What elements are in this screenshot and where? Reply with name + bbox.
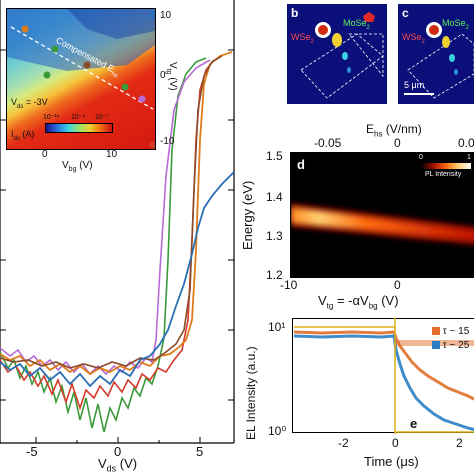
panel-e-x-tick-1: -2 xyxy=(338,436,349,450)
panel-e-y-tick-1: 10¹ xyxy=(268,320,286,334)
panel-e-letter: e xyxy=(410,416,418,431)
left-iv-plot xyxy=(0,0,235,444)
panel-c: c WSe2 MoSe2 5 μm xyxy=(398,4,474,104)
panel-e-x-label: Time (μs) xyxy=(364,454,419,469)
inset-a-colorbar xyxy=(45,123,113,133)
inset-a-x-label: Vbg (V) xyxy=(62,160,93,173)
panel-e-legend-item-2: τ ~ 25 xyxy=(432,340,469,351)
panel-e-x-tick-3: 2 xyxy=(456,436,463,450)
inset-a-y-tick-2: 0 xyxy=(160,70,166,81)
panel-e-x-tick-2: 0 xyxy=(392,436,399,450)
panel-d-top-tick-1: -0.05 xyxy=(314,136,342,150)
panel-d-plot: d 0 1 PL Intensity xyxy=(290,152,474,278)
inset-a-y-tick-3: -10 xyxy=(160,136,175,147)
panel-d-y-tick-4: 1.2 xyxy=(266,268,283,282)
inset-a-cb-tick-2: 10⁻⁹ xyxy=(71,114,86,121)
panel-d-top-axis-label: Ehs (V/nm) xyxy=(366,122,422,139)
panel-c-letter: c xyxy=(402,6,409,20)
panel-b-wse2: WSe2 xyxy=(291,32,314,45)
left-x-tick-3: 5 xyxy=(196,444,204,459)
inset-a-ids-label: Ids (A) xyxy=(11,129,35,142)
panel-d-top-tick-2: 0 xyxy=(394,136,401,150)
panel-d-x-tick-2: 0 xyxy=(394,278,401,292)
panel-d-x-tick-1: -10 xyxy=(280,278,298,292)
panel-b-letter: b xyxy=(291,6,299,20)
panel-e-legend: τ ~ 15 τ ~ 25 xyxy=(432,326,469,351)
panel-e-y-label: EL Intensity (a.u.) xyxy=(244,346,258,440)
panel-d-letter: d xyxy=(297,157,305,172)
panel-b: b WSe2 MoSe2 xyxy=(287,4,387,104)
inset-a-x-tick-1: 0 xyxy=(42,149,48,160)
iv-curve-green xyxy=(0,57,207,433)
inset-a-cb-tick-1: 10⁻¹¹ xyxy=(43,114,60,121)
panel-e-plot xyxy=(292,318,474,434)
panel-d-cb-tick-1: 0 xyxy=(419,154,423,161)
iv-curve-purple xyxy=(0,59,211,376)
panel-d-x-label: Vtg = -αVbg (V) xyxy=(318,293,399,311)
panel-d-y-tick-2: 1.4 xyxy=(266,190,283,204)
inset-a-cb-tick-3: 10⁻⁷ xyxy=(95,114,110,121)
panel-d-y-tick-1: 1.5 xyxy=(266,149,283,163)
panel-d-colorbar xyxy=(421,163,471,169)
iv-curve-blue xyxy=(0,171,235,388)
inset-a-x-tick-2: 10 xyxy=(106,149,118,160)
panel-c-wse2: WSe2 xyxy=(402,32,425,45)
left-x-tick-2: 0 xyxy=(114,444,122,459)
inset-a: Compensated Ehs Vds = -3V 10⁻¹¹ 10⁻⁹ 10⁻… xyxy=(6,8,156,150)
panel-d-top-tick-3: 0.05 xyxy=(458,136,474,150)
panel-d-y-tick-3: 1.3 xyxy=(266,229,283,243)
panel-e-legend-item-1: τ ~ 15 xyxy=(432,326,469,337)
inset-a-y-tick-1: 10 xyxy=(160,10,172,21)
panel-e-y-tick-2: 10⁰ xyxy=(268,424,287,438)
iv-curve-red xyxy=(0,59,215,411)
panel-d-cb-label: PL Intensity xyxy=(425,171,462,178)
panel-d-y-label: Energy (eV) xyxy=(240,180,255,250)
left-x-axis-label: Vds (V) xyxy=(98,456,138,474)
panel-c-mose2: MoSe2 xyxy=(442,18,469,31)
panel-d-cb-tick-2: 1 xyxy=(467,154,471,161)
iv-curve-orange xyxy=(0,51,233,376)
panel-c-scalebar-label: 5 μm xyxy=(404,80,425,90)
iv-curve-brown xyxy=(0,55,223,369)
left-x-tick-1: -5 xyxy=(26,444,38,459)
panel-b-mose2: MoSe2 xyxy=(343,18,370,31)
inset-a-vds-label: Vds = -3V xyxy=(11,97,48,110)
inset-a-y-label: Vtg (V) xyxy=(165,62,178,91)
